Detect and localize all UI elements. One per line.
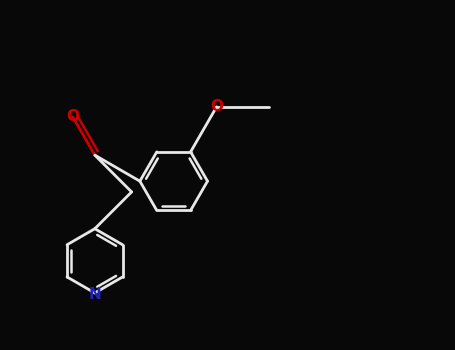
Text: O: O: [210, 99, 223, 114]
Text: N: N: [88, 287, 101, 302]
Text: O: O: [66, 109, 79, 124]
